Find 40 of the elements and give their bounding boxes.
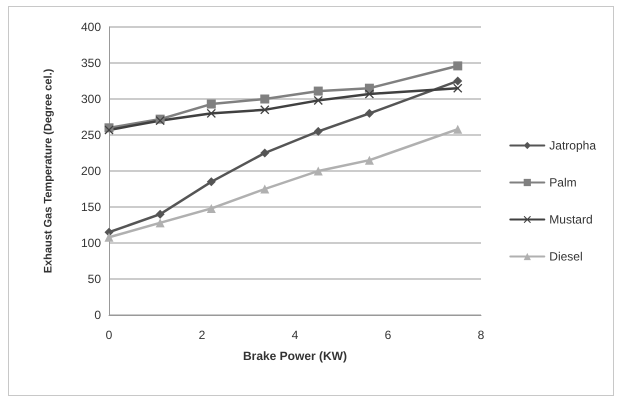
- y-tick-label: 250: [80, 128, 102, 142]
- legend-label: Mustard: [549, 212, 593, 226]
- legend-label: Diesel: [549, 250, 583, 264]
- x-axis-title: Brake Power (KW): [242, 349, 348, 363]
- point: [314, 96, 323, 105]
- legend-label: Jatropha: [549, 138, 596, 152]
- point: [314, 86, 323, 96]
- point: [206, 100, 216, 109]
- x-tick-label: 6: [384, 328, 392, 342]
- y-tick-label: 100: [80, 236, 102, 250]
- point: [206, 108, 216, 118]
- point: [260, 94, 270, 104]
- x-tick-label: 4: [292, 328, 299, 342]
- point: [104, 232, 114, 242]
- legend-label: Palm: [549, 176, 577, 190]
- point: [260, 184, 270, 194]
- point: [364, 156, 374, 165]
- point: [260, 148, 270, 158]
- x-tick-label: 2: [198, 328, 206, 342]
- x-tick-label: 0: [106, 328, 113, 342]
- y-axis-title: Exhaust Gas Temperature (Degree cel.): [42, 68, 54, 274]
- y-tick-label: 50: [88, 272, 102, 286]
- point: [314, 166, 323, 176]
- x-tick-label: 8: [478, 328, 485, 342]
- point: [206, 177, 216, 186]
- point: [314, 126, 323, 136]
- y-tick-label: 400: [80, 20, 102, 34]
- y-tick-label: 200: [80, 164, 102, 178]
- point: [156, 210, 165, 219]
- point: [453, 61, 462, 70]
- point: [364, 89, 374, 98]
- y-tick-label: 300: [80, 92, 102, 106]
- point: [453, 124, 462, 134]
- point: [156, 218, 165, 228]
- point: [453, 76, 462, 86]
- point: [364, 108, 374, 118]
- y-tick-label: 350: [80, 56, 102, 70]
- y-tick-label: 150: [80, 200, 102, 214]
- point: [206, 204, 216, 213]
- y-tick-label: 0: [94, 308, 102, 322]
